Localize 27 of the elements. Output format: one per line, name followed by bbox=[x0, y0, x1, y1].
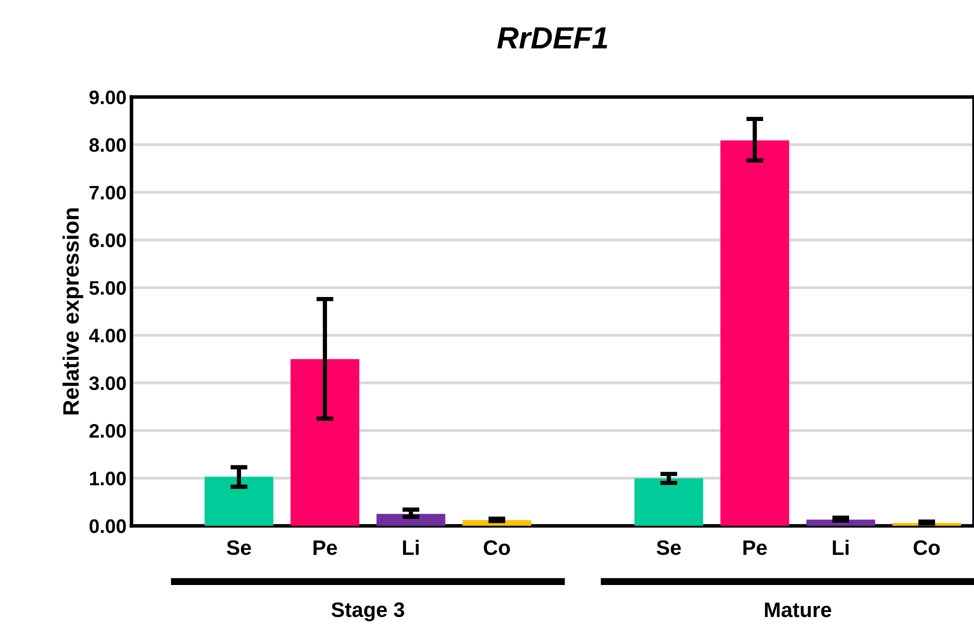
y-tick-label: 5.00 bbox=[89, 281, 126, 295]
x-tick-label: Li bbox=[832, 540, 849, 555]
bar bbox=[634, 478, 704, 526]
bar bbox=[720, 140, 790, 526]
y-tick-label: 7.00 bbox=[90, 186, 126, 200]
y-tick-label: 8.00 bbox=[89, 138, 126, 152]
x-tick-label: Li bbox=[403, 540, 419, 555]
x-tick-label: Pe bbox=[314, 540, 337, 556]
y-tick-label: 9.00 bbox=[89, 90, 126, 104]
text: Mature bbox=[765, 602, 832, 618]
chart-title: RrDEF1 bbox=[497, 27, 608, 48]
y-tick-label: 4.00 bbox=[89, 328, 126, 342]
y-tick-label: 2.00 bbox=[89, 424, 126, 438]
x-tick-label: Se bbox=[226, 540, 251, 556]
bar bbox=[290, 359, 360, 526]
y-tick-label: 1.00 bbox=[90, 472, 126, 486]
x-tick-label: Co bbox=[484, 540, 510, 556]
x-tick-label: Se bbox=[656, 540, 681, 556]
bar bbox=[376, 514, 446, 526]
bar bbox=[204, 476, 274, 526]
y-tick-label: 0.00 bbox=[90, 519, 126, 534]
y-tick-label: 3.00 bbox=[89, 376, 126, 390]
x-tick-label: Co bbox=[914, 540, 940, 556]
y-axis-title: Relative expression bbox=[62, 208, 84, 414]
x-tick-label: Pe bbox=[743, 540, 767, 556]
y-tick-label: 6.00 bbox=[90, 233, 126, 248]
text: Stage 3 bbox=[331, 602, 404, 622]
